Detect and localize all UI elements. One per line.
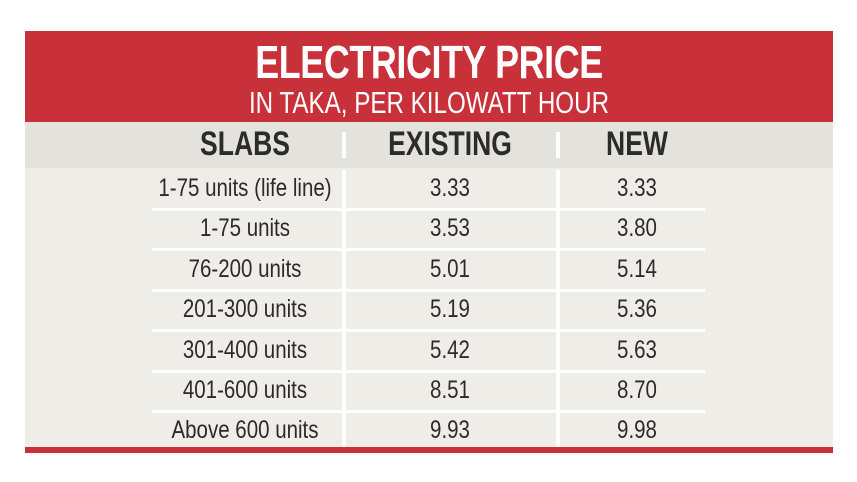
cell-existing: 8.51 xyxy=(430,376,470,404)
bottom-rule xyxy=(25,447,833,453)
column-divider xyxy=(342,412,346,454)
cell-new: 5.36 xyxy=(617,295,657,324)
row-divider xyxy=(152,410,342,413)
price-table: ELECTRICITY PRICE IN TAKA, PER KILOWATT … xyxy=(25,31,833,454)
column-divider xyxy=(556,250,560,292)
row-divider xyxy=(346,288,556,292)
cell-existing: 5.01 xyxy=(430,254,470,283)
row-divider xyxy=(346,329,556,333)
row-divider xyxy=(560,208,705,211)
column-header-existing: EXISTING xyxy=(388,125,512,163)
table-header-banner: ELECTRICITY PRICE IN TAKA, PER KILOWATT … xyxy=(25,31,833,122)
row-divider xyxy=(152,208,342,211)
column-header-new: NEW xyxy=(606,125,668,163)
cell-new: 5.14 xyxy=(617,254,657,283)
row-divider xyxy=(560,369,705,373)
table-title: ELECTRICITY PRICE xyxy=(255,36,603,88)
table-row: 1-75 units 3.53 3.80 xyxy=(25,210,833,252)
row-divider xyxy=(560,329,705,333)
column-divider xyxy=(556,372,560,413)
row-divider xyxy=(560,410,705,413)
column-divider xyxy=(556,331,560,373)
cell-existing: 5.19 xyxy=(430,295,470,324)
column-divider xyxy=(342,372,346,413)
column-header-row: SLABS EXISTING NEW xyxy=(25,122,833,168)
column-divider xyxy=(342,331,346,373)
cell-slab: 1-75 units xyxy=(199,214,291,243)
row-divider xyxy=(346,369,556,373)
column-divider xyxy=(342,132,346,158)
table-row: 301-400 units 5.42 5.63 xyxy=(25,331,833,373)
table-row: Above 600 units 9.93 9.98 xyxy=(25,412,833,454)
cell-new: 3.33 xyxy=(617,174,657,202)
column-divider xyxy=(342,170,346,211)
cell-new: 8.70 xyxy=(617,376,657,404)
cell-slab: 301-400 units xyxy=(182,335,308,364)
cell-new: 5.63 xyxy=(617,335,657,364)
column-divider xyxy=(556,291,560,333)
column-divider xyxy=(342,291,346,333)
cell-slab: 401-600 units xyxy=(182,376,308,404)
cell-slab: 1-75 units (life line) xyxy=(158,174,332,202)
table-subtitle: IN TAKA, PER KILOWATT HOUR xyxy=(248,85,610,120)
cell-slab: 201-300 units xyxy=(182,295,308,324)
cell-new: 3.80 xyxy=(617,214,657,243)
row-divider xyxy=(560,248,705,252)
cell-existing: 5.42 xyxy=(430,335,470,364)
row-divider xyxy=(152,288,342,292)
row-divider xyxy=(346,248,556,252)
column-divider xyxy=(556,170,560,211)
table-row: 401-600 units 8.51 8.70 xyxy=(25,372,833,413)
column-divider xyxy=(556,132,560,158)
row-divider xyxy=(152,248,342,252)
table-row: 201-300 units 5.19 5.36 xyxy=(25,291,833,333)
row-divider xyxy=(346,410,556,413)
column-divider xyxy=(556,210,560,252)
cell-existing: 3.33 xyxy=(430,174,470,202)
cell-slab: Above 600 units xyxy=(171,416,319,445)
cell-slab: 76-200 units xyxy=(188,254,302,283)
column-divider xyxy=(556,412,560,454)
column-header-slabs: SLABS xyxy=(200,125,290,163)
column-divider xyxy=(342,210,346,252)
row-divider xyxy=(346,208,556,211)
cell-existing: 9.93 xyxy=(430,416,470,445)
table-row: 76-200 units 5.01 5.14 xyxy=(25,250,833,292)
column-divider xyxy=(342,250,346,292)
table-row: 1-75 units (life line) 3.33 3.33 xyxy=(25,170,833,211)
cell-new: 9.98 xyxy=(617,416,657,445)
row-divider xyxy=(152,329,342,333)
row-divider xyxy=(560,288,705,292)
cell-existing: 3.53 xyxy=(430,214,470,243)
row-divider xyxy=(152,369,342,373)
